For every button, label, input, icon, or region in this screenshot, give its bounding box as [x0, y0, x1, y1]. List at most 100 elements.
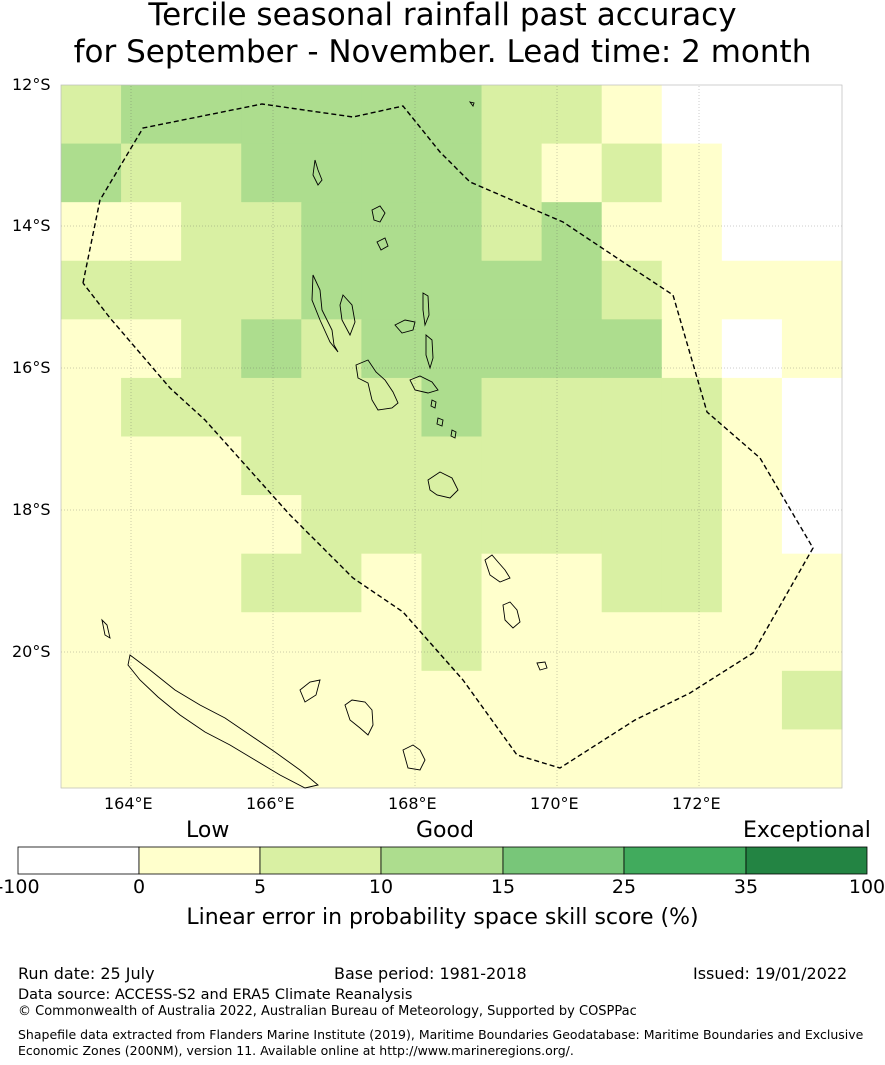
grid-cell: [541, 729, 603, 789]
grid-cell: [481, 202, 543, 262]
colorbar-tick: 15: [490, 876, 516, 898]
grid-cell: [121, 377, 182, 437]
grid-cell: [181, 319, 242, 379]
colorbar: [17, 846, 868, 875]
colorbar-tick: 10: [368, 876, 394, 898]
grid-cell: [541, 260, 603, 320]
grid-cell: [601, 553, 663, 613]
colorbar-word-low: Low: [186, 818, 230, 843]
grid-cell: [661, 85, 723, 145]
grid-cell: [241, 553, 302, 613]
grid-cell: [61, 553, 122, 613]
grid-cell: [301, 260, 362, 320]
grid-cell: [181, 202, 242, 262]
grid-cell: [301, 436, 362, 496]
grid-cell: [121, 729, 182, 789]
colorbar-tick: 100: [848, 876, 885, 898]
grid-cell: [61, 377, 122, 437]
grid-cell: [541, 495, 603, 555]
grid-cell: [241, 377, 302, 437]
grid-cell: [601, 202, 663, 262]
grid-cell: [721, 143, 783, 203]
grid-cell: [421, 612, 483, 672]
grid-cell: [361, 553, 422, 613]
grid-cell: [61, 729, 122, 789]
grid-cell: [181, 729, 242, 789]
grid-cell: [421, 377, 483, 437]
grid-cell: [361, 729, 422, 789]
grid-cell: [181, 670, 242, 730]
grid-cell: [301, 377, 362, 437]
grid-cell: [121, 202, 182, 262]
grid-cell: [421, 495, 483, 555]
grid-cell: [721, 85, 783, 145]
colorbar-tick: -100: [0, 876, 40, 898]
grid-cell: [241, 670, 302, 730]
grid-cell: [481, 85, 543, 145]
grid-cell: [301, 143, 362, 203]
grid-cell: [721, 377, 783, 437]
map-title-line-1: Tercile seasonal rainfall past accuracy: [148, 0, 737, 33]
grid-cell: [181, 436, 242, 496]
grid-cell: [661, 319, 723, 379]
grid-cell: [61, 85, 122, 145]
grid-cell: [481, 553, 543, 613]
lat-label-12s: 12°S: [12, 75, 51, 94]
colorbar-caption: Linear error in probability space skill …: [186, 905, 699, 930]
grid-cell: [601, 495, 663, 555]
grid-cell: [61, 260, 122, 320]
grid-cell: [781, 436, 843, 496]
grid-cell: [721, 202, 783, 262]
grid-cell: [181, 260, 242, 320]
grid-cell: [661, 553, 723, 613]
colorbar-segment: [623, 846, 747, 875]
grid-cell: [781, 612, 843, 672]
grid-cell: [601, 612, 663, 672]
grid-cell: [421, 202, 483, 262]
grid-cell: [481, 377, 543, 437]
grid-cell: [241, 85, 302, 145]
grid-cell: [661, 260, 723, 320]
grid-cell: [241, 495, 302, 555]
grid-cell: [421, 436, 483, 496]
grid-cell: [541, 202, 603, 262]
grid-cell: [61, 319, 122, 379]
grid-cell: [601, 670, 663, 730]
lon-label-170e: 170°E: [530, 794, 579, 813]
lat-label-20s: 20°S: [12, 642, 51, 661]
grid-cell: [361, 260, 422, 320]
grid-cell: [601, 436, 663, 496]
colorbar-word-good: Good: [416, 818, 474, 843]
grid-cell: [481, 495, 543, 555]
map-svg: [60, 84, 843, 789]
grid-cell: [121, 319, 182, 379]
grid-cell: [121, 143, 182, 203]
grid-cell: [301, 612, 362, 672]
eez-boundary: [82, 103, 814, 769]
grid-cell: [661, 202, 723, 262]
colorbar-segment: [745, 846, 868, 875]
grid-cell: [781, 202, 843, 262]
grid-cell: [781, 85, 843, 145]
grid-cell: [661, 495, 723, 555]
grid-cell: [541, 377, 603, 437]
grid-cell: [661, 612, 723, 672]
grid-cell: [301, 553, 362, 613]
grid-cell: [121, 553, 182, 613]
grid-cell: [361, 319, 422, 379]
grid-cell: [601, 260, 663, 320]
grid-cell: [481, 143, 543, 203]
coastlines: [101, 101, 548, 789]
grid-cell: [181, 143, 242, 203]
map-frame: [60, 84, 843, 789]
grid-cell: [361, 436, 422, 496]
grid-cell: [721, 612, 783, 672]
grid-cell: [601, 85, 663, 145]
grid-cell: [721, 495, 783, 555]
grid-cell: [601, 377, 663, 437]
grid-cell: [61, 612, 122, 672]
graticule: [61, 86, 842, 788]
grid-cell: [541, 436, 603, 496]
colorbar-tick: 0: [132, 876, 146, 898]
grid-cell: [121, 670, 182, 730]
